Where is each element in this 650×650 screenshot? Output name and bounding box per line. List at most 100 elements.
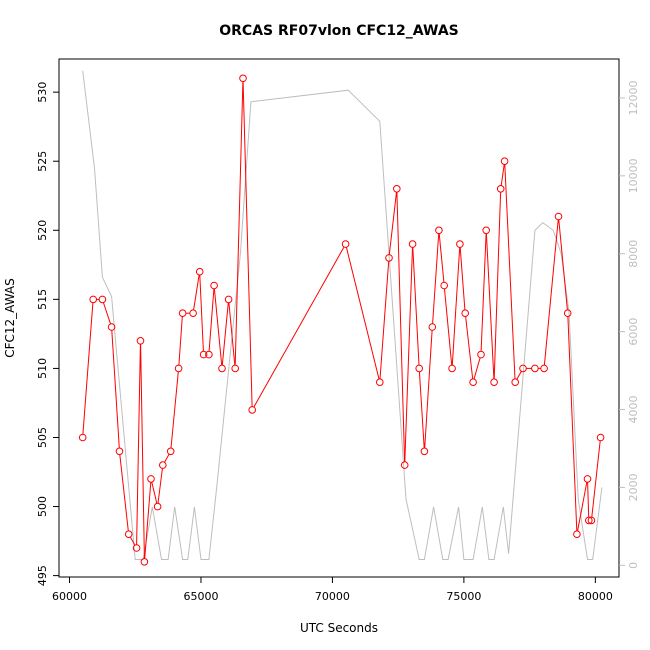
chart-title: ORCAS RF07vlon CFC12_AWAS — [219, 23, 459, 39]
cfc12-data-point — [400, 461, 409, 469]
y2-tick-label: 8000 — [627, 240, 640, 268]
cfc12-series-segment — [199, 274, 204, 352]
cfc12-data-point — [440, 281, 449, 290]
cfc12-series-segment — [170, 371, 179, 449]
cfc12-data-point — [166, 447, 175, 456]
cfc12-series-segment — [485, 233, 495, 379]
cfc12-series-segment — [516, 371, 522, 380]
cfc12-data-point — [583, 475, 592, 483]
cfc12-data-point — [115, 447, 124, 456]
cfc12-series-segment — [480, 233, 487, 352]
cfc12-data-point — [500, 157, 509, 165]
x-tick-label: 65000 — [183, 590, 218, 603]
cfc12-data-point — [563, 309, 572, 318]
cfc12-series-segment — [432, 233, 440, 324]
cfc12-data-point — [132, 544, 141, 552]
cfc12-series-segment — [388, 192, 397, 255]
cfc12-data-point — [511, 378, 520, 387]
cfc12-data-point — [456, 240, 464, 248]
cfc12-series-segment — [404, 247, 413, 462]
cfc12-data-point — [531, 364, 539, 373]
y2-tick-label: 10000 — [627, 158, 640, 193]
y-tick-label: 510 — [36, 358, 49, 379]
cfc12-data-point — [519, 364, 527, 373]
cfc12-data-point — [199, 350, 208, 359]
cfc12-series-segment — [82, 302, 94, 435]
cfc12-series-segment — [345, 247, 380, 380]
y2-tick-label: 2000 — [627, 473, 640, 501]
cfc12-data-point — [205, 350, 213, 359]
cfc12-series-segment — [234, 81, 244, 366]
cfc12-series-segment — [444, 288, 453, 366]
cfc12-series-segment — [157, 468, 163, 504]
cfc12-series-segment — [178, 316, 183, 366]
cfc12-data-point — [174, 364, 183, 373]
cfc12-series-segment — [140, 344, 145, 559]
y-axis-label: CFC12_AWAS — [3, 278, 17, 358]
cfc12-series-segment — [493, 192, 502, 379]
cfc12-data-point — [147, 475, 155, 483]
cfc12-series-segment — [119, 454, 129, 531]
cfc12-series-segment — [193, 274, 200, 310]
cfc12-data-point — [195, 267, 204, 276]
cfc12-series-segment — [396, 192, 406, 462]
x-tick-label: 70000 — [315, 590, 350, 603]
y2-tick-label: 6000 — [627, 318, 640, 346]
cfc12-data-point — [153, 502, 162, 511]
cfc12-series-segment — [438, 233, 445, 283]
cfc12-series-segment — [543, 219, 559, 366]
cfc12-series-segment — [412, 247, 420, 366]
plot-frame-layer: 60000 65000 70000 75000 80000495500505510515… — [36, 58, 640, 603]
cfc12-data-point — [218, 364, 226, 373]
cfc12-data-point — [393, 185, 401, 193]
cfc12-series-segment — [221, 302, 229, 366]
cfc12-series-segment — [504, 164, 516, 379]
cfc12-series-segment — [164, 453, 170, 463]
y-tick-label: 505 — [36, 427, 49, 448]
cfc12-data-point — [461, 309, 470, 318]
cfc12-data-point — [415, 364, 424, 373]
cfc12-data-point — [78, 433, 87, 442]
vlon-series-line — [82, 70, 603, 560]
y2-tick-label: 12000 — [627, 80, 640, 115]
cfc12-data-point — [159, 461, 167, 469]
cfc12-series-segment — [558, 219, 568, 310]
plot-border — [58, 58, 620, 578]
cfc12-data-point — [540, 364, 548, 373]
cfc12-data-point — [239, 74, 247, 83]
cfc12-data-point — [231, 364, 239, 373]
cfc12-series-segment — [213, 288, 223, 366]
cfc12-data-point — [136, 337, 145, 345]
cfc12-data-point — [477, 350, 485, 359]
cfc12-series-segment — [208, 288, 215, 352]
y-tick-label: 500 — [36, 496, 49, 517]
cfc12-series-segment — [151, 481, 158, 504]
cfc12-data-point — [210, 281, 218, 290]
cfc12-series-segment — [129, 536, 136, 546]
cfc12-data-point — [140, 558, 149, 566]
cfc12-series-segment — [228, 302, 236, 366]
x-tick-label: 60000 — [52, 590, 87, 603]
cfc12-data-point — [469, 378, 477, 387]
cfc12-series-segment — [136, 344, 141, 545]
cfc12-data-point — [496, 185, 505, 193]
cfc12-data-point — [178, 309, 187, 318]
x-tick-label: 75000 — [446, 590, 481, 603]
cfc12-data-point — [224, 295, 233, 304]
cfc12-data-point — [248, 406, 256, 414]
y-tick-label: 525 — [36, 151, 49, 172]
series-layer — [78, 70, 605, 566]
cfc12-data-point — [482, 226, 491, 235]
cfc12-series-segment — [473, 357, 481, 380]
cfc12-data-point — [189, 309, 197, 318]
cfc12-data-point — [587, 516, 596, 525]
cfc12-series-segment — [242, 81, 253, 407]
cfc12-series-segment — [591, 440, 601, 518]
cfc12-series-segment — [500, 164, 505, 186]
cfc12-data-point — [448, 364, 456, 373]
cfc12-data-point — [420, 447, 429, 456]
cfc12-data-point — [408, 240, 417, 248]
cfc12-data-point — [89, 295, 97, 304]
